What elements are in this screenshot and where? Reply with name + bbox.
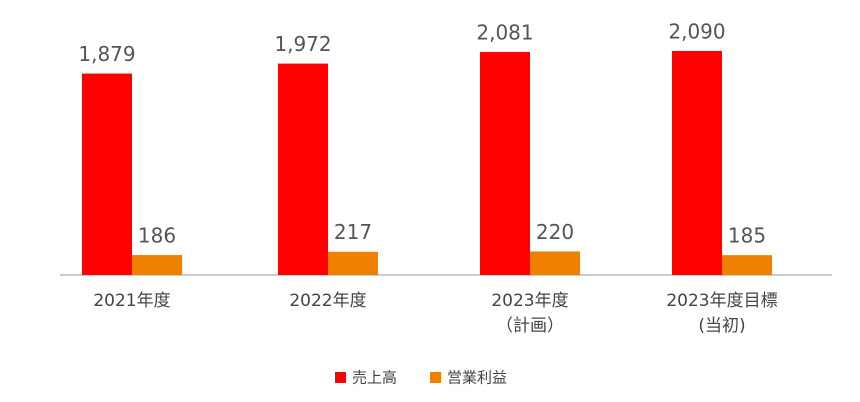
bar <box>672 50 722 276</box>
bar <box>480 51 530 275</box>
value-label: 2,081 <box>476 20 533 44</box>
x-tick-label: 2023年度目標 <box>666 291 777 311</box>
value-label: 1,879 <box>78 42 135 66</box>
value-label: 1,972 <box>274 32 331 56</box>
value-label: 217 <box>334 220 372 244</box>
x-tick-label: 2021年度 <box>93 291 170 311</box>
value-label: 186 <box>138 224 176 248</box>
bar <box>278 63 328 276</box>
legend-swatch <box>335 372 346 383</box>
legend-label: 営業利益 <box>447 369 507 387</box>
value-label: 185 <box>728 224 766 248</box>
bar <box>328 251 378 275</box>
x-tick-label: 2022年度 <box>289 291 366 311</box>
x-tick-label: （計画） <box>496 316 564 336</box>
bar <box>722 255 772 275</box>
legend-label: 売上高 <box>352 369 397 387</box>
value-label: 2,090 <box>668 19 725 43</box>
bar <box>82 73 132 275</box>
value-label: 220 <box>536 220 574 244</box>
legend-swatch <box>430 372 441 383</box>
bar <box>132 255 182 275</box>
x-tick-label: 2023年度 <box>491 291 568 311</box>
x-tick-label: (当初) <box>698 316 745 336</box>
bar <box>530 251 580 275</box>
